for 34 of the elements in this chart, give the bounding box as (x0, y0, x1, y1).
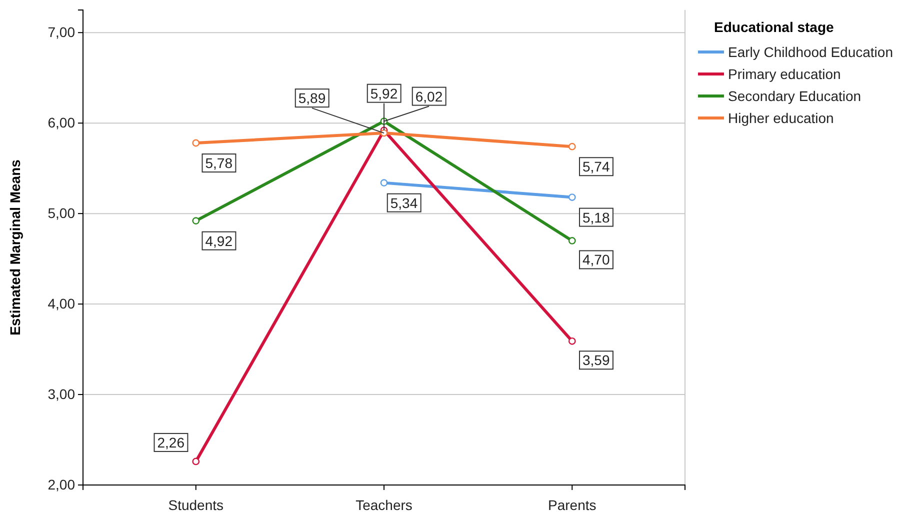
data-label: 5,89 (298, 90, 326, 106)
y-tick-label: 6,00 (48, 114, 76, 131)
point (568, 194, 576, 201)
x-tick-label: Teachers (356, 496, 412, 512)
data-label: 5,18 (582, 209, 610, 226)
point (568, 337, 576, 345)
legend-label: Primary education (728, 66, 841, 82)
data-label: 5,78 (205, 155, 233, 171)
point (192, 139, 200, 147)
point (568, 142, 576, 150)
data-label: 2,26 (157, 434, 185, 450)
legend-title: Educational stage (714, 19, 834, 35)
data-label: 4,92 (205, 232, 233, 249)
legend-label: Higher education (728, 110, 834, 126)
data-label: 5,92 (370, 85, 398, 102)
data-label: 6,02 (415, 88, 443, 104)
y-tick-label: 2,00 (48, 476, 76, 492)
data-label: 5,74 (582, 158, 610, 175)
point (192, 458, 200, 466)
point (380, 179, 388, 186)
y-tick-label: 5,00 (48, 205, 76, 222)
data-label: 5,34 (390, 194, 418, 211)
y-tick-label: 4,00 (48, 296, 76, 312)
x-tick-label: Students (168, 496, 224, 512)
data-label: 3,59 (582, 352, 610, 368)
y-tick-label: 7,00 (48, 24, 76, 40)
y-axis-title: Estimated Marginal Means (7, 159, 23, 336)
x-tick-label: Parents (548, 496, 596, 512)
legend-label: Early Childhood Education (728, 44, 893, 60)
legend-label: Secondary Education (728, 88, 862, 104)
point (568, 237, 576, 244)
data-label: 4,70 (582, 252, 610, 268)
point (192, 217, 200, 224)
y-tick-label: 3,00 (48, 386, 76, 402)
